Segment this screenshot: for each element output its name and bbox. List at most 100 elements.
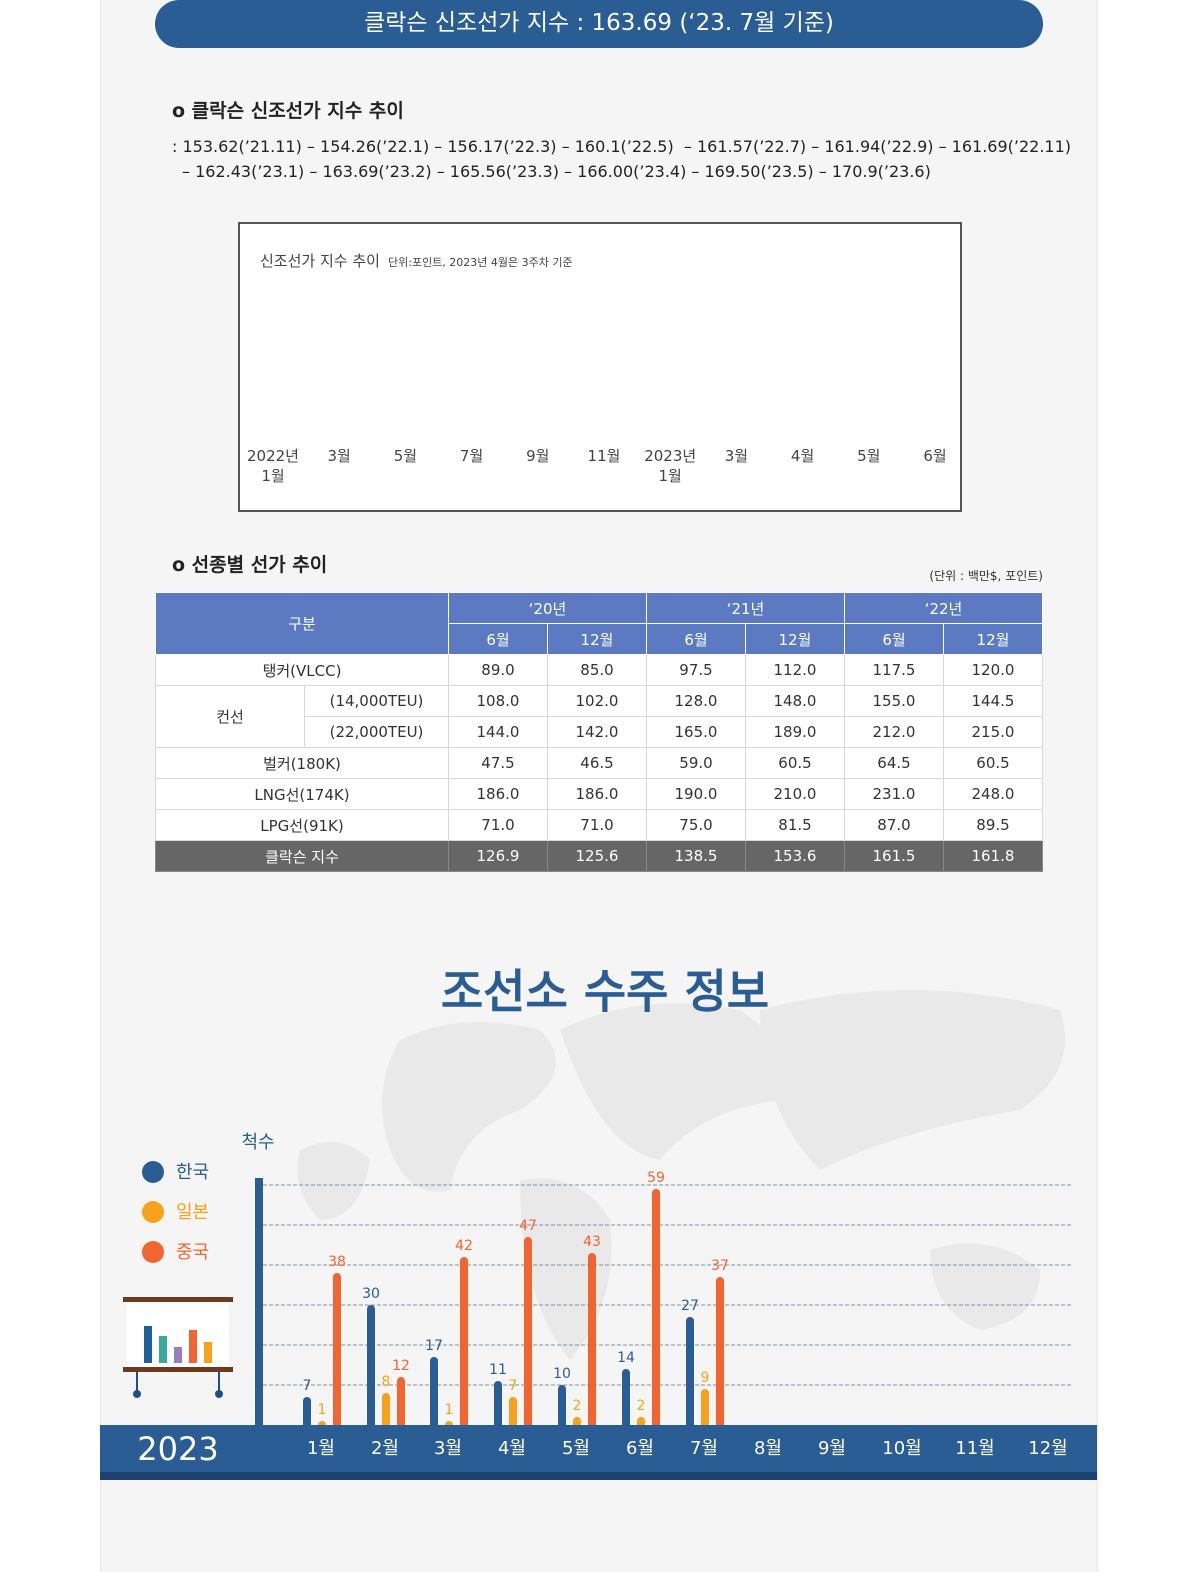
- x-tick-label: 4월: [790, 447, 815, 465]
- month-band-edge: [100, 1472, 1097, 1480]
- value-label: 1: [318, 1402, 327, 1418]
- bar: [686, 1317, 694, 1429]
- table-row: 벌커(180K) 47.5 46.5 59.0 60.5 64.5 60.5: [155, 747, 1043, 779]
- x-tick-label: 5월: [857, 447, 881, 465]
- x-tick-label: 8월: [754, 1438, 782, 1459]
- table-cell: 210.0: [745, 778, 845, 810]
- legend-marker: [142, 1161, 164, 1183]
- legend-label: 중국: [176, 1242, 209, 1263]
- legend-marker: [142, 1241, 164, 1263]
- header-cell: ‘20년: [448, 592, 647, 624]
- table-cell: 97.5: [646, 654, 746, 686]
- section-heading: o 클락슨 신조선가 지수 추이: [172, 100, 404, 122]
- table-cell: 144.0: [448, 716, 548, 748]
- bar: [430, 1357, 438, 1429]
- trend-line: – 162.43(’23.1) – 163.69(’23.2) – 165.56…: [182, 162, 931, 181]
- table-cell: 215.0: [943, 716, 1043, 748]
- bar: [494, 1381, 502, 1429]
- table-cell: 142.0: [547, 716, 647, 748]
- row-label: LPG선(91K): [155, 809, 449, 841]
- bar: [716, 1277, 724, 1429]
- x-tick-label: 6월: [626, 1438, 654, 1459]
- year-label: 2023: [137, 1430, 218, 1468]
- header-cell: 구분: [155, 592, 449, 655]
- value-label: 7: [509, 1378, 518, 1394]
- table-row: 탱커(VLCC) 89.0 85.0 97.5 112.0 117.5 120.0: [155, 654, 1043, 686]
- trend-line: : 153.62(’21.11) – 154.26(’22.1) – 156.1…: [172, 137, 1072, 156]
- x-tick-label: 9월: [526, 447, 550, 465]
- value-label: 1: [445, 1402, 454, 1418]
- row-label: LNG선(174K): [155, 778, 449, 810]
- value-label: 9: [701, 1370, 710, 1386]
- table-cell: 186.0: [448, 778, 548, 810]
- x-tick-label: 3월: [724, 447, 749, 465]
- table-cell: 231.0: [844, 778, 944, 810]
- header-cell: 12월: [547, 623, 647, 655]
- table-cell: 161.8: [943, 840, 1043, 872]
- header-cell: 12월: [745, 623, 845, 655]
- x-tick-label: 10월: [882, 1438, 921, 1459]
- table-cell: 212.0: [844, 716, 944, 748]
- bar: [382, 1393, 390, 1429]
- x-tick-label: 1월: [307, 1438, 335, 1459]
- table-cell: 126.9: [448, 840, 548, 872]
- value-label: 7: [303, 1378, 312, 1394]
- row-label: 탱커(VLCC): [155, 654, 449, 686]
- table-cell: 117.5: [844, 654, 944, 686]
- header-cell: 6월: [448, 623, 548, 655]
- table-cell: 165.0: [646, 716, 746, 748]
- value-label: 2: [637, 1398, 646, 1414]
- table-cell: 144.5: [943, 685, 1043, 717]
- board-icon: [123, 1297, 233, 1398]
- value-label: 59: [647, 1170, 665, 1186]
- value-label: 42: [455, 1238, 473, 1254]
- table-cell: 108.0: [448, 685, 548, 717]
- header-row: 구분 ‘20년 ‘21년 ‘22년: [155, 592, 1043, 655]
- value-label: 14: [617, 1350, 635, 1366]
- bar: [558, 1385, 566, 1429]
- header-cell: ‘21년: [646, 592, 845, 624]
- table-cell: 189.0: [745, 716, 845, 748]
- price-table: 구분 ‘20년 ‘21년 ‘22년 6월 12월 6월 12월 6월 12월 탱커(VLCC) 89.…: [155, 592, 1043, 872]
- bar-chart-title: 조선소 수주 정보: [441, 965, 769, 1019]
- table-cell: 81.5: [745, 809, 845, 841]
- table-cell: 148.0: [745, 685, 845, 717]
- legend-label: 한국: [176, 1162, 209, 1183]
- header-cell: ‘22년: [844, 592, 1043, 624]
- table-cell: 120.0: [943, 654, 1043, 686]
- value-label: 2: [573, 1398, 582, 1414]
- table-cell: 59.0: [646, 747, 746, 779]
- row-label: 벌커(180K): [155, 747, 449, 779]
- table-cell: 248.0: [943, 778, 1043, 810]
- table-cell: 60.5: [745, 747, 845, 779]
- y-axis: [255, 1178, 263, 1425]
- group-cell: 컨선: [155, 685, 305, 748]
- table-cell: 75.0: [646, 809, 746, 841]
- table-cell: 125.6: [547, 840, 647, 872]
- x-tick-label: 2023년 1월: [644, 447, 697, 485]
- table-cell: 153.6: [745, 840, 845, 872]
- line-chart-box: 신조선가 지수 추이 단위:포인트, 2023년 4월은 3주차 기준: [238, 222, 962, 512]
- table-cell: 87.0: [844, 809, 944, 841]
- value-label: 43: [583, 1234, 601, 1250]
- bar: [524, 1237, 532, 1429]
- table-cell: 102.0: [547, 685, 647, 717]
- table-cell: 47.5: [448, 747, 548, 779]
- y-axis-label: 척수: [241, 1132, 274, 1153]
- table-row: 클락슨 지수 126.9 125.6 138.5 153.6 161.5 161.8: [155, 840, 1043, 872]
- row-label: (14,000TEU): [304, 685, 449, 717]
- table-cell: 89.0: [448, 654, 548, 686]
- header-cell: 6월: [844, 623, 944, 655]
- table-cell: 186.0: [547, 778, 647, 810]
- x-tick-label: 11월: [587, 447, 621, 465]
- table-cell: 89.5: [943, 809, 1043, 841]
- line-chart-subtitle: 단위:포인트, 2023년 4월은 3주차 기준: [388, 256, 573, 269]
- bar: [652, 1189, 660, 1429]
- table-cell: 71.0: [448, 809, 548, 841]
- month-band: [100, 1425, 1097, 1472]
- table-cell: 138.5: [646, 840, 746, 872]
- world-map: [297, 990, 1065, 1360]
- bar: [303, 1397, 311, 1429]
